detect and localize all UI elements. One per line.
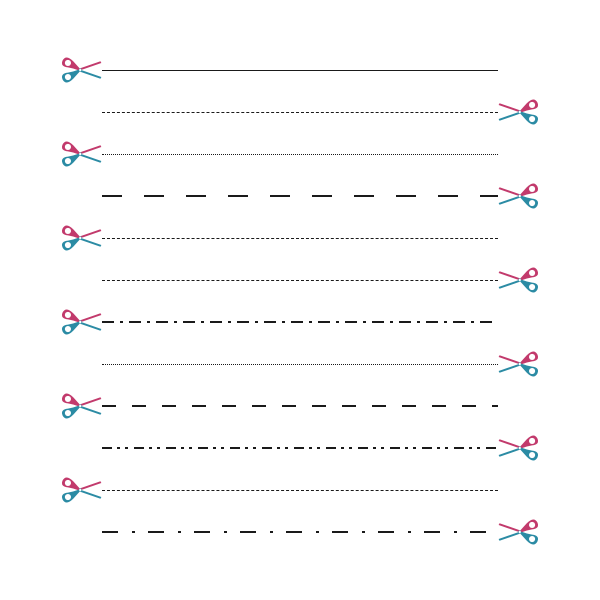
scissors-icon xyxy=(60,468,104,512)
cut-line xyxy=(102,70,498,71)
cut-line-row xyxy=(70,50,530,90)
cut-line xyxy=(102,405,498,407)
cut-line-row xyxy=(70,512,530,552)
cut-line-row xyxy=(70,176,530,216)
cut-line-row xyxy=(70,386,530,426)
cut-line xyxy=(102,321,498,323)
cut-line xyxy=(102,280,498,281)
cut-line-row xyxy=(70,92,530,132)
scissors-icon xyxy=(496,426,540,470)
cut-line xyxy=(102,195,498,197)
scissors-icon xyxy=(60,132,104,176)
scissors-icon xyxy=(60,384,104,428)
scissors-icon xyxy=(60,216,104,260)
cut-line xyxy=(102,447,498,449)
scissors-icon xyxy=(496,342,540,386)
cut-line-row xyxy=(70,470,530,510)
cut-line-row xyxy=(70,344,530,384)
cut-line xyxy=(102,490,498,491)
scissors-icon xyxy=(496,510,540,554)
cut-line-row xyxy=(70,134,530,174)
cut-line xyxy=(102,154,498,155)
cut-line-row xyxy=(70,260,530,300)
scissors-icon xyxy=(60,300,104,344)
cut-line-row xyxy=(70,428,530,468)
cut-line xyxy=(102,364,498,365)
scissors-icon xyxy=(496,258,540,302)
cut-line-row xyxy=(70,218,530,258)
scissors-icon xyxy=(60,48,104,92)
cut-line-row xyxy=(70,302,530,342)
cut-line xyxy=(102,238,498,239)
cut-line xyxy=(102,112,498,113)
scissors-icon xyxy=(496,90,540,134)
scissors-icon xyxy=(496,174,540,218)
cut-line xyxy=(102,531,498,533)
